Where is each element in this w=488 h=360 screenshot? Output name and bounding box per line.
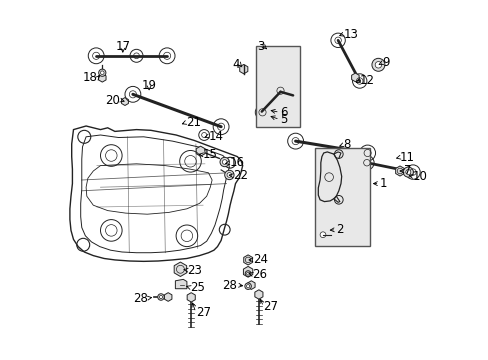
Text: 26: 26 bbox=[252, 268, 267, 281]
Text: 21: 21 bbox=[186, 116, 201, 129]
Text: 27: 27 bbox=[263, 300, 278, 313]
Text: 18: 18 bbox=[82, 71, 98, 84]
Circle shape bbox=[220, 157, 229, 167]
Text: 25: 25 bbox=[189, 281, 204, 294]
Text: 16: 16 bbox=[229, 156, 244, 169]
Polygon shape bbox=[351, 73, 358, 82]
Polygon shape bbox=[254, 290, 263, 299]
Circle shape bbox=[159, 295, 163, 299]
Text: 28: 28 bbox=[222, 279, 237, 292]
Polygon shape bbox=[243, 266, 252, 277]
Text: 12: 12 bbox=[359, 75, 374, 87]
Text: 23: 23 bbox=[186, 264, 202, 276]
Polygon shape bbox=[395, 166, 404, 176]
Text: 3: 3 bbox=[256, 40, 264, 53]
FancyBboxPatch shape bbox=[314, 148, 369, 246]
Text: 8: 8 bbox=[343, 138, 350, 151]
Text: 13: 13 bbox=[343, 28, 358, 41]
Circle shape bbox=[320, 232, 325, 238]
Polygon shape bbox=[243, 255, 252, 265]
Text: 27: 27 bbox=[196, 306, 210, 319]
Text: 1: 1 bbox=[379, 177, 386, 190]
Text: 24: 24 bbox=[252, 253, 267, 266]
Circle shape bbox=[222, 159, 226, 164]
Text: 7: 7 bbox=[403, 165, 410, 177]
Circle shape bbox=[317, 229, 328, 240]
Circle shape bbox=[101, 71, 104, 75]
Circle shape bbox=[374, 62, 381, 68]
Circle shape bbox=[99, 69, 106, 76]
Polygon shape bbox=[239, 64, 247, 74]
Text: 17: 17 bbox=[115, 40, 130, 53]
Text: 28: 28 bbox=[133, 292, 148, 305]
Circle shape bbox=[224, 170, 234, 180]
Circle shape bbox=[403, 167, 412, 177]
Text: 5: 5 bbox=[279, 113, 286, 126]
Text: 20: 20 bbox=[105, 94, 120, 107]
Text: 22: 22 bbox=[232, 169, 247, 182]
Polygon shape bbox=[164, 293, 172, 301]
Circle shape bbox=[158, 294, 164, 300]
FancyBboxPatch shape bbox=[256, 46, 300, 127]
Circle shape bbox=[244, 283, 251, 289]
Polygon shape bbox=[174, 262, 186, 276]
Text: 9: 9 bbox=[381, 57, 389, 69]
Text: 15: 15 bbox=[203, 148, 218, 161]
Polygon shape bbox=[196, 146, 204, 156]
Polygon shape bbox=[122, 98, 128, 105]
Circle shape bbox=[405, 170, 410, 175]
Polygon shape bbox=[187, 293, 195, 302]
Circle shape bbox=[226, 173, 231, 177]
Text: 10: 10 bbox=[412, 170, 427, 183]
Circle shape bbox=[244, 271, 250, 276]
Circle shape bbox=[246, 284, 249, 288]
Text: 4: 4 bbox=[232, 58, 240, 71]
Circle shape bbox=[246, 272, 249, 275]
Text: 2: 2 bbox=[336, 223, 343, 236]
Text: 6: 6 bbox=[279, 106, 286, 119]
Polygon shape bbox=[99, 73, 106, 82]
Text: 19: 19 bbox=[142, 79, 156, 92]
Polygon shape bbox=[247, 281, 255, 289]
Text: 11: 11 bbox=[399, 151, 414, 164]
Circle shape bbox=[371, 58, 384, 71]
Polygon shape bbox=[175, 279, 186, 289]
Text: 14: 14 bbox=[208, 130, 223, 143]
